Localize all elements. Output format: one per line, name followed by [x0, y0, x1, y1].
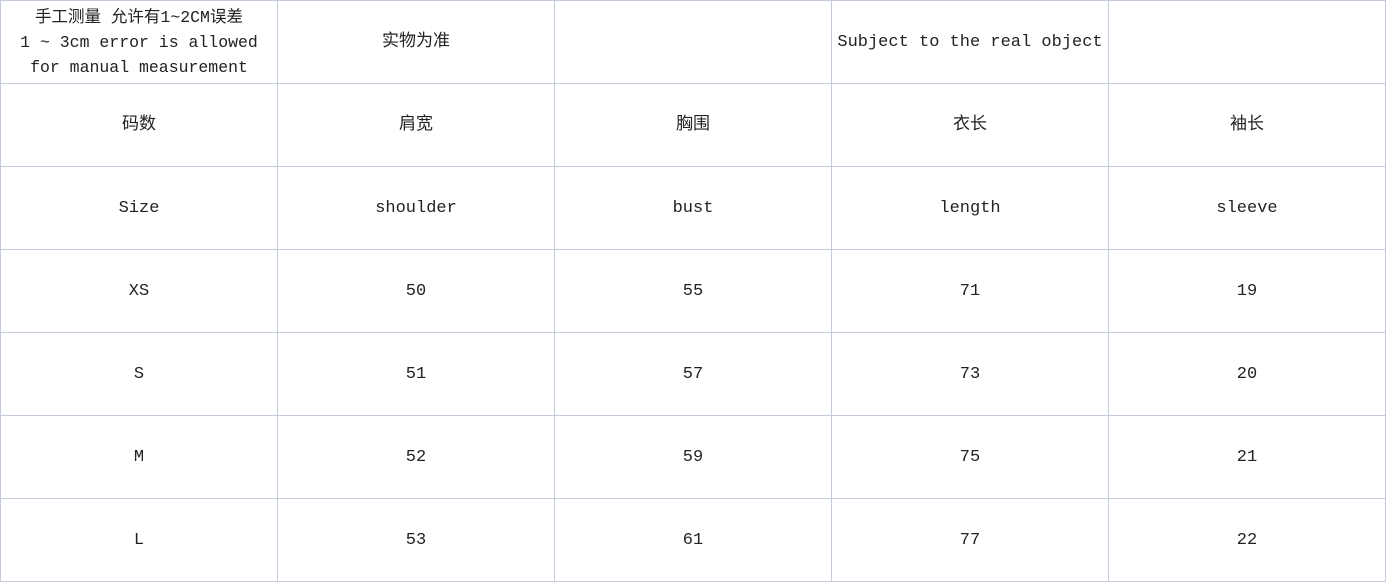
- note-line: 1 ~ 3cm error is allowed: [20, 32, 258, 52]
- table-cell: L: [0, 498, 278, 582]
- table-row: S 51 57 73 20: [0, 332, 1386, 416]
- table-row: 手工测量 允许有1~2CM误差 1 ~ 3cm error is allowed f…: [0, 0, 1386, 84]
- table-cell: [1108, 0, 1386, 84]
- table-cell: 52: [277, 415, 555, 499]
- table-cell: M: [0, 415, 278, 499]
- table-cell: 59: [554, 415, 832, 499]
- table-cell: Subject to the real object: [831, 0, 1109, 84]
- table-cell: 22: [1108, 498, 1386, 582]
- table-cell: 51: [277, 332, 555, 416]
- table-cell: 55: [554, 249, 832, 333]
- table-cell: 53: [277, 498, 555, 582]
- table-row: M 52 59 75 21: [0, 415, 1386, 499]
- table-row: L 53 61 77 22: [0, 498, 1386, 582]
- header-cell: 码数: [0, 83, 278, 167]
- table-cell: 57: [554, 332, 832, 416]
- table-cell: 77: [831, 498, 1109, 582]
- note-line: 手工测量 允许有1~2CM误差: [35, 7, 243, 27]
- table-cell: 20: [1108, 332, 1386, 416]
- header-cell: 胸围: [554, 83, 832, 167]
- table-cell: 实物为准: [277, 0, 555, 84]
- header-cell: bust: [554, 166, 832, 250]
- table-row: XS 50 55 71 19: [0, 249, 1386, 333]
- table-cell: 61: [554, 498, 832, 582]
- header-row-cn: 码数 肩宽 胸围 衣长 袖长: [0, 83, 1386, 167]
- header-row-en: Size shoulder bust length sleeve: [0, 166, 1386, 250]
- table-cell: 75: [831, 415, 1109, 499]
- note-line: for manual measurement: [30, 57, 248, 77]
- header-cell: shoulder: [277, 166, 555, 250]
- header-cell: 袖长: [1108, 83, 1386, 167]
- header-cell: 衣长: [831, 83, 1109, 167]
- header-cell: Size: [0, 166, 278, 250]
- table-cell: 21: [1108, 415, 1386, 499]
- table-cell: 73: [831, 332, 1109, 416]
- table-cell: S: [0, 332, 278, 416]
- header-cell: length: [831, 166, 1109, 250]
- table-cell: [554, 0, 832, 84]
- table-cell: 19: [1108, 249, 1386, 333]
- table-cell: 71: [831, 249, 1109, 333]
- measurement-note: 手工测量 允许有1~2CM误差 1 ~ 3cm error is allowed f…: [0, 0, 278, 84]
- table-cell: XS: [0, 249, 278, 333]
- table-cell: 50: [277, 249, 555, 333]
- header-cell: 肩宽: [277, 83, 555, 167]
- header-cell: sleeve: [1108, 166, 1386, 250]
